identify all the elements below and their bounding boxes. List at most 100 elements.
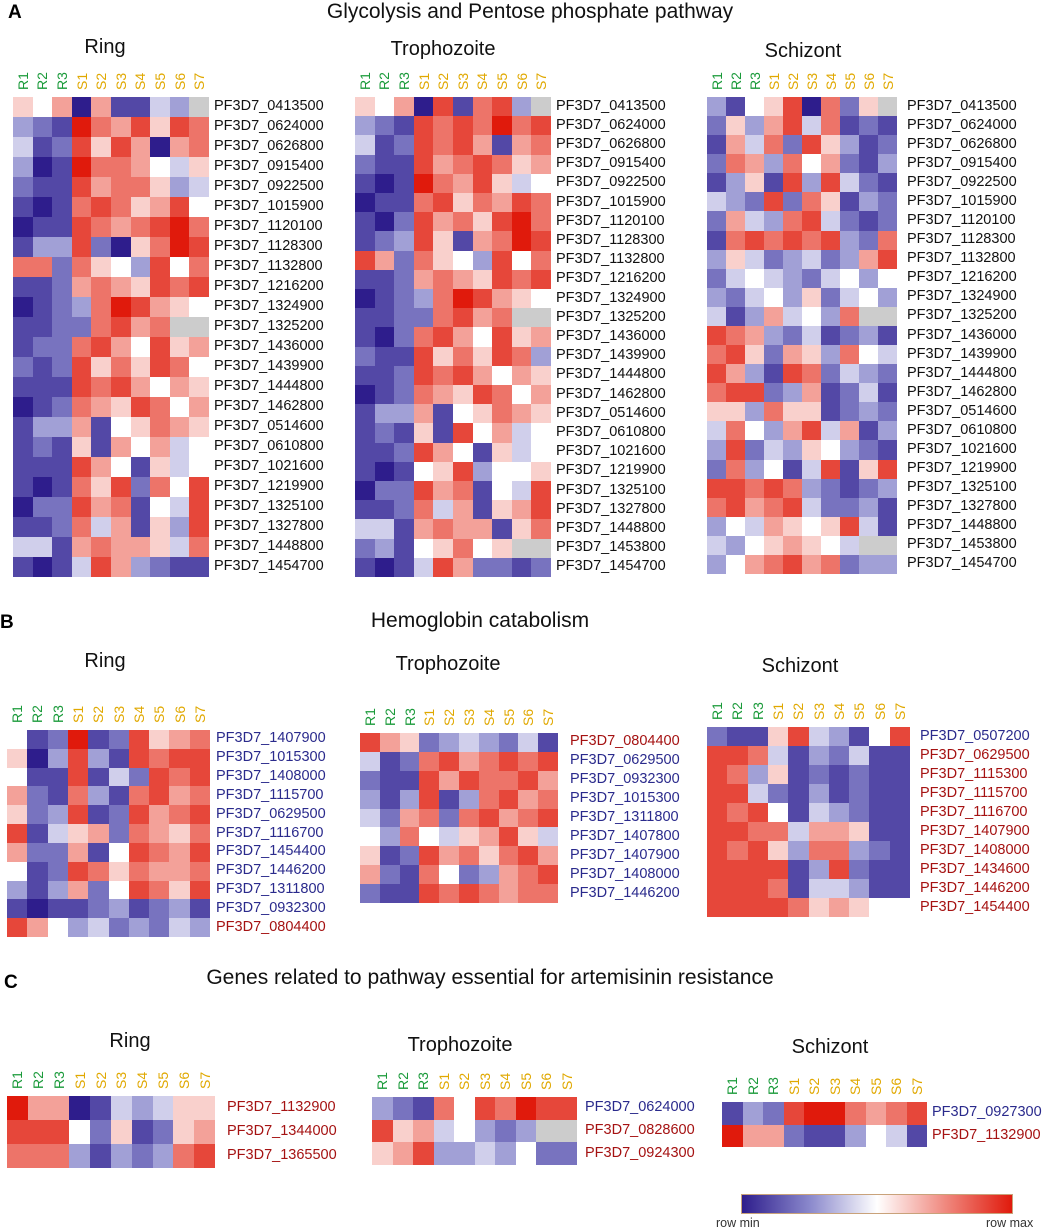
heatmap-cell <box>859 288 878 307</box>
heatmap-cell <box>531 327 551 347</box>
gene-label: PF3D7_1216200 <box>556 270 666 286</box>
heatmap-cell <box>169 843 190 862</box>
heatmap-cell <box>788 841 809 860</box>
heatmap-cell <box>764 421 783 440</box>
heatmap-cell <box>13 257 33 277</box>
heatmap-cell <box>512 539 531 558</box>
heatmap-cell <box>7 843 27 862</box>
heatmap-cell <box>707 307 726 326</box>
heatmap-cell <box>453 270 473 289</box>
heatmap-cell <box>170 337 189 357</box>
heatmap-cell <box>840 307 859 326</box>
column-label: R1 <box>356 72 373 90</box>
gene-label: PF3D7_0804400 <box>570 733 680 749</box>
heatmap-cell <box>821 383 840 402</box>
heatmap-cell <box>804 1125 825 1147</box>
heatmap-cell <box>783 402 802 421</box>
heatmap-cell <box>512 443 531 462</box>
heatmap-cell <box>360 752 380 771</box>
heatmap-cell <box>33 437 52 457</box>
heatmap-cell <box>13 557 33 577</box>
heatmap-cell <box>840 498 859 517</box>
heatmap-cell <box>499 809 518 827</box>
heatmap-cell <box>821 135 840 154</box>
heatmap-cell <box>375 481 394 500</box>
heatmap-cell <box>745 440 764 460</box>
heatmap-cell <box>726 326 745 345</box>
heatmap-cell <box>492 116 512 135</box>
heatmap-cell <box>453 97 473 116</box>
heatmap-cell <box>52 517 72 537</box>
heatmap-cell <box>433 385 453 404</box>
heatmap-cell <box>68 918 88 937</box>
heatmap-cell <box>189 257 209 277</box>
heatmap-cell <box>355 443 375 462</box>
heatmap-cell <box>91 477 111 497</box>
heatmap-cell <box>878 555 897 574</box>
heatmap-cell <box>52 317 72 337</box>
column-label: S3 <box>110 705 127 723</box>
heatmap-cell <box>13 497 33 517</box>
heatmap-cell <box>72 257 91 277</box>
heatmap-cell <box>707 536 726 555</box>
heatmap-cell <box>433 366 453 385</box>
heatmap-cell <box>419 752 439 771</box>
heatmap-cell <box>726 192 745 211</box>
heatmap-cell <box>360 809 380 827</box>
heatmap-cell <box>821 288 840 307</box>
heatmap-cell <box>394 385 414 404</box>
heatmap-cell <box>433 347 453 366</box>
heatmap-cell <box>150 97 170 117</box>
heatmap-cell <box>802 211 821 231</box>
heatmap-cell <box>512 481 531 500</box>
column-label: S5 <box>851 702 868 720</box>
gene-label: PF3D7_0804400 <box>216 919 326 935</box>
heatmap-cell <box>745 402 764 421</box>
heatmap-cell <box>707 97 726 116</box>
heatmap-cell <box>170 557 189 577</box>
heatmap-cell <box>419 884 439 903</box>
heatmap-cell <box>840 383 859 402</box>
heatmap-cell <box>878 269 897 288</box>
heatmap-cell <box>531 443 551 462</box>
heatmap-cell <box>375 519 394 539</box>
heatmap-cell <box>499 752 518 771</box>
heatmap-cell <box>492 462 512 481</box>
heatmap-cell <box>454 1142 475 1165</box>
gene-label: PF3D7_1219900 <box>907 460 1017 476</box>
heatmap-cell <box>189 117 209 137</box>
heatmap-cell <box>512 251 531 270</box>
heatmap-cell <box>878 192 897 211</box>
heatmap-cell <box>743 1125 763 1147</box>
heatmap-cell <box>48 805 68 824</box>
heatmap-cell <box>111 517 131 537</box>
gene-label: PF3D7_1132900 <box>227 1099 336 1115</box>
gene-label: PF3D7_0507200 <box>920 728 1030 744</box>
column-label: R3 <box>401 708 418 726</box>
heatmap-cell <box>499 865 518 884</box>
heatmap-cell <box>7 786 27 805</box>
heatmap-cell <box>840 364 859 383</box>
heatmap-cell <box>492 539 512 558</box>
gene-label: PF3D7_0413500 <box>556 98 666 114</box>
column-label: S5 <box>152 72 168 90</box>
column-label: S3 <box>112 72 129 90</box>
heatmap-cell <box>707 231 726 250</box>
heatmap-cell <box>531 385 551 404</box>
heatmap-cell <box>745 211 764 231</box>
heatmap-cell <box>414 270 433 289</box>
heatmap-cell <box>13 157 33 177</box>
heatmap-cell <box>355 116 375 135</box>
column-label: S3 <box>810 702 827 720</box>
heatmap-cell <box>33 357 52 377</box>
heatmap-cell <box>433 174 453 193</box>
heatmap-cell <box>849 879 869 898</box>
heatmap-cell <box>764 192 783 211</box>
heatmap-cell <box>726 364 745 383</box>
heatmap-cell <box>809 727 829 746</box>
gene-label: PF3D7_1454400 <box>216 843 326 859</box>
heatmap-cell <box>414 481 433 500</box>
heatmap-cell <box>52 217 72 237</box>
heatmap-cell <box>783 383 802 402</box>
heatmap-cell <box>802 517 821 536</box>
